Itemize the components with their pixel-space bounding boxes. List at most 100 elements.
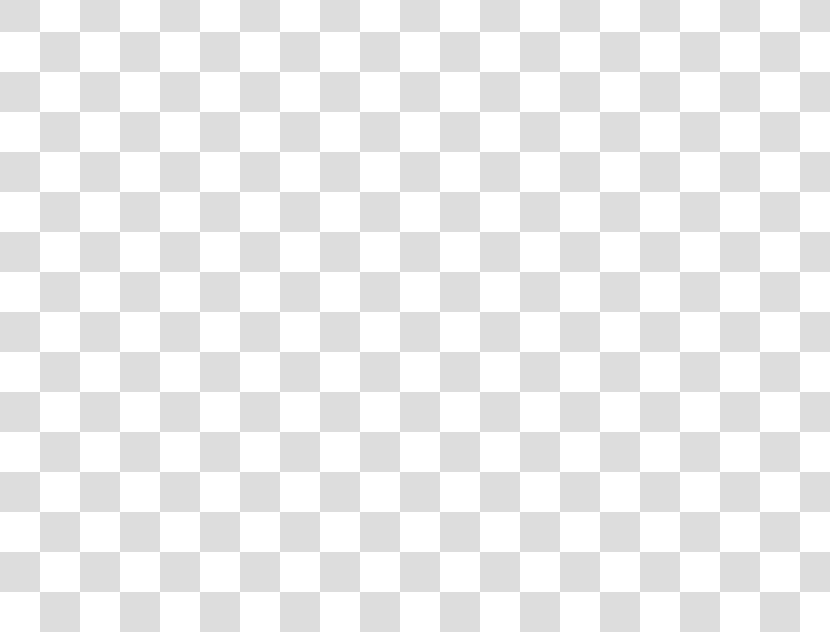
Bar [80, 432, 120, 472]
Bar [640, 472, 680, 512]
Bar [800, 392, 830, 432]
Bar [240, 72, 280, 112]
Bar [480, 0, 520, 32]
Bar [320, 512, 360, 552]
Bar [120, 0, 160, 32]
Bar [360, 552, 400, 592]
Bar [600, 72, 640, 112]
Bar [800, 432, 830, 472]
Bar [520, 552, 560, 592]
Bar [200, 152, 240, 192]
Bar [160, 592, 200, 632]
Bar [720, 472, 760, 512]
Bar [760, 512, 800, 552]
Bar [280, 192, 320, 232]
Bar [640, 352, 680, 392]
Bar [440, 312, 480, 352]
Bar [760, 552, 800, 592]
Bar [720, 72, 760, 112]
Bar [280, 392, 320, 432]
Bar [600, 472, 640, 512]
Bar [440, 552, 480, 592]
Bar [600, 232, 640, 272]
Bar [680, 592, 720, 632]
Bar [360, 432, 400, 472]
Bar [280, 72, 320, 112]
Bar [640, 192, 680, 232]
Bar [120, 352, 160, 392]
Bar [520, 392, 560, 432]
Bar [480, 152, 520, 192]
Bar [400, 512, 440, 552]
Bar [600, 312, 640, 352]
Bar [40, 272, 80, 312]
Bar [200, 272, 240, 312]
Bar [640, 72, 680, 112]
Bar [240, 232, 280, 272]
Bar [400, 152, 440, 192]
Bar [120, 392, 160, 432]
Bar [520, 232, 560, 272]
Bar [240, 592, 280, 632]
Bar [400, 552, 440, 592]
Bar [160, 32, 200, 72]
Bar [360, 72, 400, 112]
Bar [400, 0, 440, 32]
Bar [120, 472, 160, 512]
Bar [560, 0, 600, 32]
Bar [160, 312, 200, 352]
Bar [280, 592, 320, 632]
Bar [240, 192, 280, 232]
Bar [400, 432, 440, 472]
Bar [120, 512, 160, 552]
Bar [480, 552, 520, 592]
Bar [360, 392, 400, 432]
Bar [800, 312, 830, 352]
Bar [240, 352, 280, 392]
Bar [160, 432, 200, 472]
Text: $707.19: $707.19 [384, 305, 436, 318]
Bar [160, 152, 200, 192]
Bar [160, 232, 200, 272]
Bar [600, 192, 640, 232]
Bar [200, 552, 240, 592]
Bar [320, 192, 360, 232]
Bar [360, 32, 400, 72]
Bar [720, 112, 760, 152]
Bar [320, 272, 360, 312]
Bar [240, 32, 280, 72]
Bar [320, 472, 360, 512]
Bar [160, 72, 200, 112]
Bar [720, 232, 760, 272]
Bar [440, 152, 480, 192]
Bar [280, 152, 320, 192]
Bar [160, 352, 200, 392]
Bar [480, 392, 520, 432]
Bar [440, 112, 480, 152]
Bar [560, 272, 600, 312]
Bar [760, 592, 800, 632]
Bar [360, 312, 400, 352]
Bar [200, 72, 240, 112]
Bar [360, 232, 400, 272]
Bar [800, 472, 830, 512]
Bar [600, 272, 640, 312]
Bar [680, 272, 720, 312]
Text: $31.41: $31.41 [220, 491, 263, 504]
Bar [0, 552, 40, 592]
Bar [240, 472, 280, 512]
Bar [160, 192, 200, 232]
Bar [320, 312, 360, 352]
Bar [0, 32, 40, 72]
Bar [480, 472, 520, 512]
Bar [480, 192, 520, 232]
Bar [200, 312, 240, 352]
Bar [320, 0, 360, 32]
Bar [320, 592, 360, 632]
Bar [520, 0, 560, 32]
Bar [216, 509, 266, 518]
Bar [560, 552, 600, 592]
Bar [480, 512, 520, 552]
Title: Income Report: Income Report [349, 15, 556, 39]
Bar [560, 232, 600, 272]
